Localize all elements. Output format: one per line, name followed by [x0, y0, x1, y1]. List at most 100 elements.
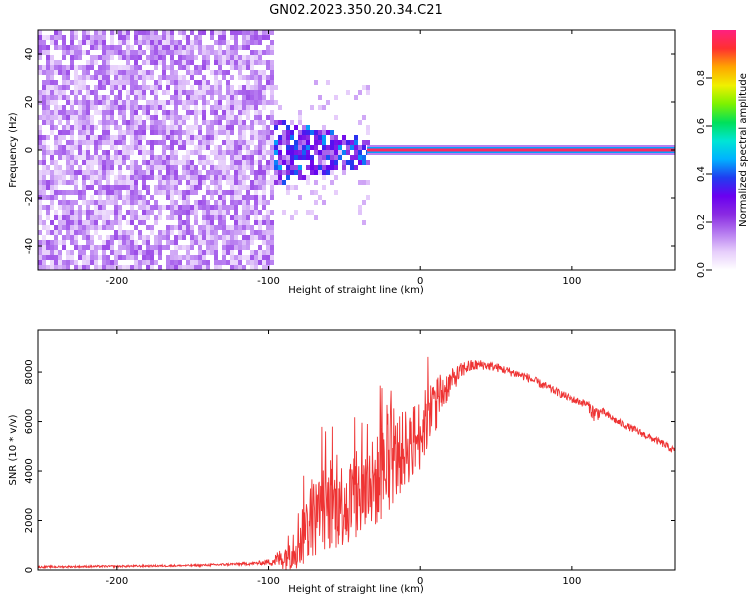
heatmap-cell — [206, 145, 210, 150]
heatmap-cell — [206, 185, 210, 190]
heatmap-cell — [122, 160, 126, 165]
heatmap-cell — [178, 130, 182, 135]
heatmap-cell — [138, 220, 142, 225]
heatmap-cell — [302, 150, 306, 155]
heatmap-cell — [62, 135, 66, 140]
heatmap-cell — [230, 200, 234, 205]
heatmap-cell — [174, 265, 178, 270]
heatmap-cell — [98, 180, 102, 185]
heatmap-cell — [62, 200, 66, 205]
heatmap-cell — [90, 175, 94, 180]
heatmap-cell — [94, 230, 98, 235]
heatmap-cell — [78, 210, 82, 215]
heatmap-cell — [294, 185, 298, 190]
heatmap-cell — [134, 125, 138, 130]
heatmap-cell — [190, 265, 194, 270]
heatmap-cell — [242, 180, 246, 185]
heatmap-cell — [126, 180, 130, 185]
heatmap-cell — [82, 260, 86, 265]
heatmap-cell — [158, 175, 162, 180]
heatmap-cell — [174, 255, 178, 260]
heatmap-cell — [186, 205, 190, 210]
heatmap-cell — [282, 180, 286, 185]
heatmap-cell — [50, 85, 54, 90]
heatmap-cell — [110, 120, 114, 125]
heatmap-cell — [242, 75, 246, 80]
heatmap-cell — [138, 40, 142, 45]
heatmap-cell — [150, 140, 154, 145]
heatmap-cell — [274, 160, 278, 165]
heatmap-cell — [78, 50, 82, 55]
heatmap-cell — [198, 235, 202, 240]
heatmap-cell — [54, 115, 58, 120]
heatmap-cell — [178, 175, 182, 180]
heatmap-cell — [142, 235, 146, 240]
heatmap-cell — [178, 225, 182, 230]
heatmap-cell — [238, 115, 242, 120]
heatmap-cell — [142, 135, 146, 140]
heatmap-cell — [154, 45, 158, 50]
heatmap-cell — [86, 230, 90, 235]
heatmap-cell — [258, 70, 262, 75]
heatmap-cell — [226, 100, 230, 105]
heatmap-cell — [122, 265, 126, 270]
heatmap-cell — [174, 245, 178, 250]
heatmap-cell — [82, 65, 86, 70]
heatmap-cell — [182, 85, 186, 90]
heatmap-cell — [186, 65, 190, 70]
heatmap-cell — [270, 40, 274, 45]
heatmap-cell — [254, 215, 258, 220]
heatmap-cell — [134, 95, 138, 100]
heatmap-cell — [90, 140, 94, 145]
heatmap-cell — [266, 150, 270, 155]
heatmap-cell — [286, 135, 290, 140]
heatmap-cell — [306, 140, 310, 145]
heatmap-cell — [154, 120, 158, 125]
heatmap-cell — [226, 240, 230, 245]
heatmap-cell — [314, 145, 318, 150]
heatmap-cell — [282, 140, 286, 145]
heatmap-cell — [198, 85, 202, 90]
heatmap-cell — [246, 45, 250, 50]
heatmap-cell — [62, 75, 66, 80]
heatmap-cell — [338, 155, 342, 160]
heatmap-cell — [234, 220, 238, 225]
heatmap-cell — [226, 110, 230, 115]
heatmap-cell — [130, 80, 134, 85]
heatmap-cell — [174, 130, 178, 135]
heatmap-cell — [270, 195, 274, 200]
heatmap-cell — [74, 65, 78, 70]
heatmap-cell — [62, 240, 66, 245]
heatmap-cell — [58, 165, 62, 170]
heatmap-cell — [250, 230, 254, 235]
heatmap-cell — [38, 140, 42, 145]
heatmap-cell — [298, 175, 302, 180]
heatmap-cell — [266, 115, 270, 120]
heatmap-cell — [218, 80, 222, 85]
heatmap-cell — [258, 175, 262, 180]
heatmap-cell — [70, 60, 74, 65]
heatmap-cell — [206, 170, 210, 175]
heatmap-cell — [98, 165, 102, 170]
heatmap-cell — [202, 45, 206, 50]
heatmap-cell — [318, 150, 322, 155]
heatmap-cell — [106, 240, 110, 245]
heatmap-cell — [194, 105, 198, 110]
heatmap-cell — [278, 120, 282, 125]
heatmap-cell — [146, 210, 150, 215]
heatmap-cell — [258, 210, 262, 215]
heatmap-cell — [134, 200, 138, 205]
heatmap-cell — [74, 235, 78, 240]
heatmap-cell — [262, 175, 266, 180]
heatmap-cell — [242, 140, 246, 145]
heatmap-cell — [122, 55, 126, 60]
heatmap-cell — [182, 245, 186, 250]
heatmap-cell — [170, 60, 174, 65]
heatmap-cell — [242, 170, 246, 175]
heatmap-cell — [194, 65, 198, 70]
heatmap-cell — [106, 235, 110, 240]
heatmap-cell — [290, 160, 294, 165]
heatmap-cell — [122, 35, 126, 40]
heatmap-cell — [182, 265, 186, 270]
heatmap-cell — [170, 140, 174, 145]
